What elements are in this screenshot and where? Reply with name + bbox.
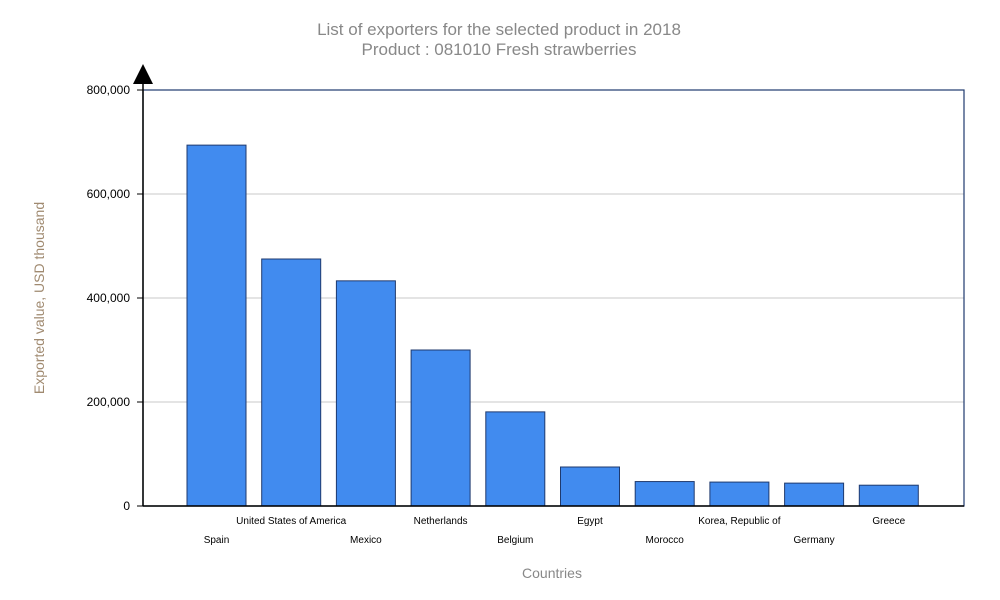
y-axis-label: Exported value, USD thousand	[31, 202, 47, 394]
bar[interactable]	[784, 482, 845, 507]
y-tick-label: 0	[123, 499, 130, 513]
x-tick-label: Germany	[794, 535, 835, 546]
bar[interactable]	[560, 466, 620, 507]
bar[interactable]	[261, 258, 322, 507]
bar[interactable]	[186, 144, 247, 507]
bar[interactable]	[858, 484, 919, 507]
x-tick-label: Belgium	[497, 535, 533, 546]
bar[interactable]	[410, 349, 471, 507]
x-tick-label: Morocco	[646, 535, 685, 546]
y-tick-label: 200,000	[87, 395, 131, 409]
x-tick-label: Mexico	[350, 535, 382, 546]
chart-title: List of exporters for the selected produ…	[317, 20, 681, 39]
x-tick-label: Egypt	[577, 516, 603, 527]
y-tick-label: 400,000	[87, 291, 131, 305]
y-tick-label: 600,000	[87, 187, 131, 201]
bar[interactable]	[634, 481, 695, 507]
x-tick-label: Netherlands	[414, 516, 468, 527]
x-axis-label: Countries	[522, 565, 582, 581]
x-tick-label: Korea, Republic of	[698, 516, 780, 527]
bar[interactable]	[485, 411, 546, 507]
bar[interactable]	[709, 481, 770, 507]
x-tick-label: Greece	[872, 516, 905, 527]
bar[interactable]	[335, 280, 396, 507]
x-tick-label: Spain	[204, 535, 230, 546]
x-tick-label: United States of America	[236, 516, 346, 527]
y-tick-label: 800,000	[87, 83, 131, 97]
y-axis-arrow-icon	[133, 64, 153, 84]
chart-subtitle: Product : 081010 Fresh strawberries	[362, 40, 637, 59]
